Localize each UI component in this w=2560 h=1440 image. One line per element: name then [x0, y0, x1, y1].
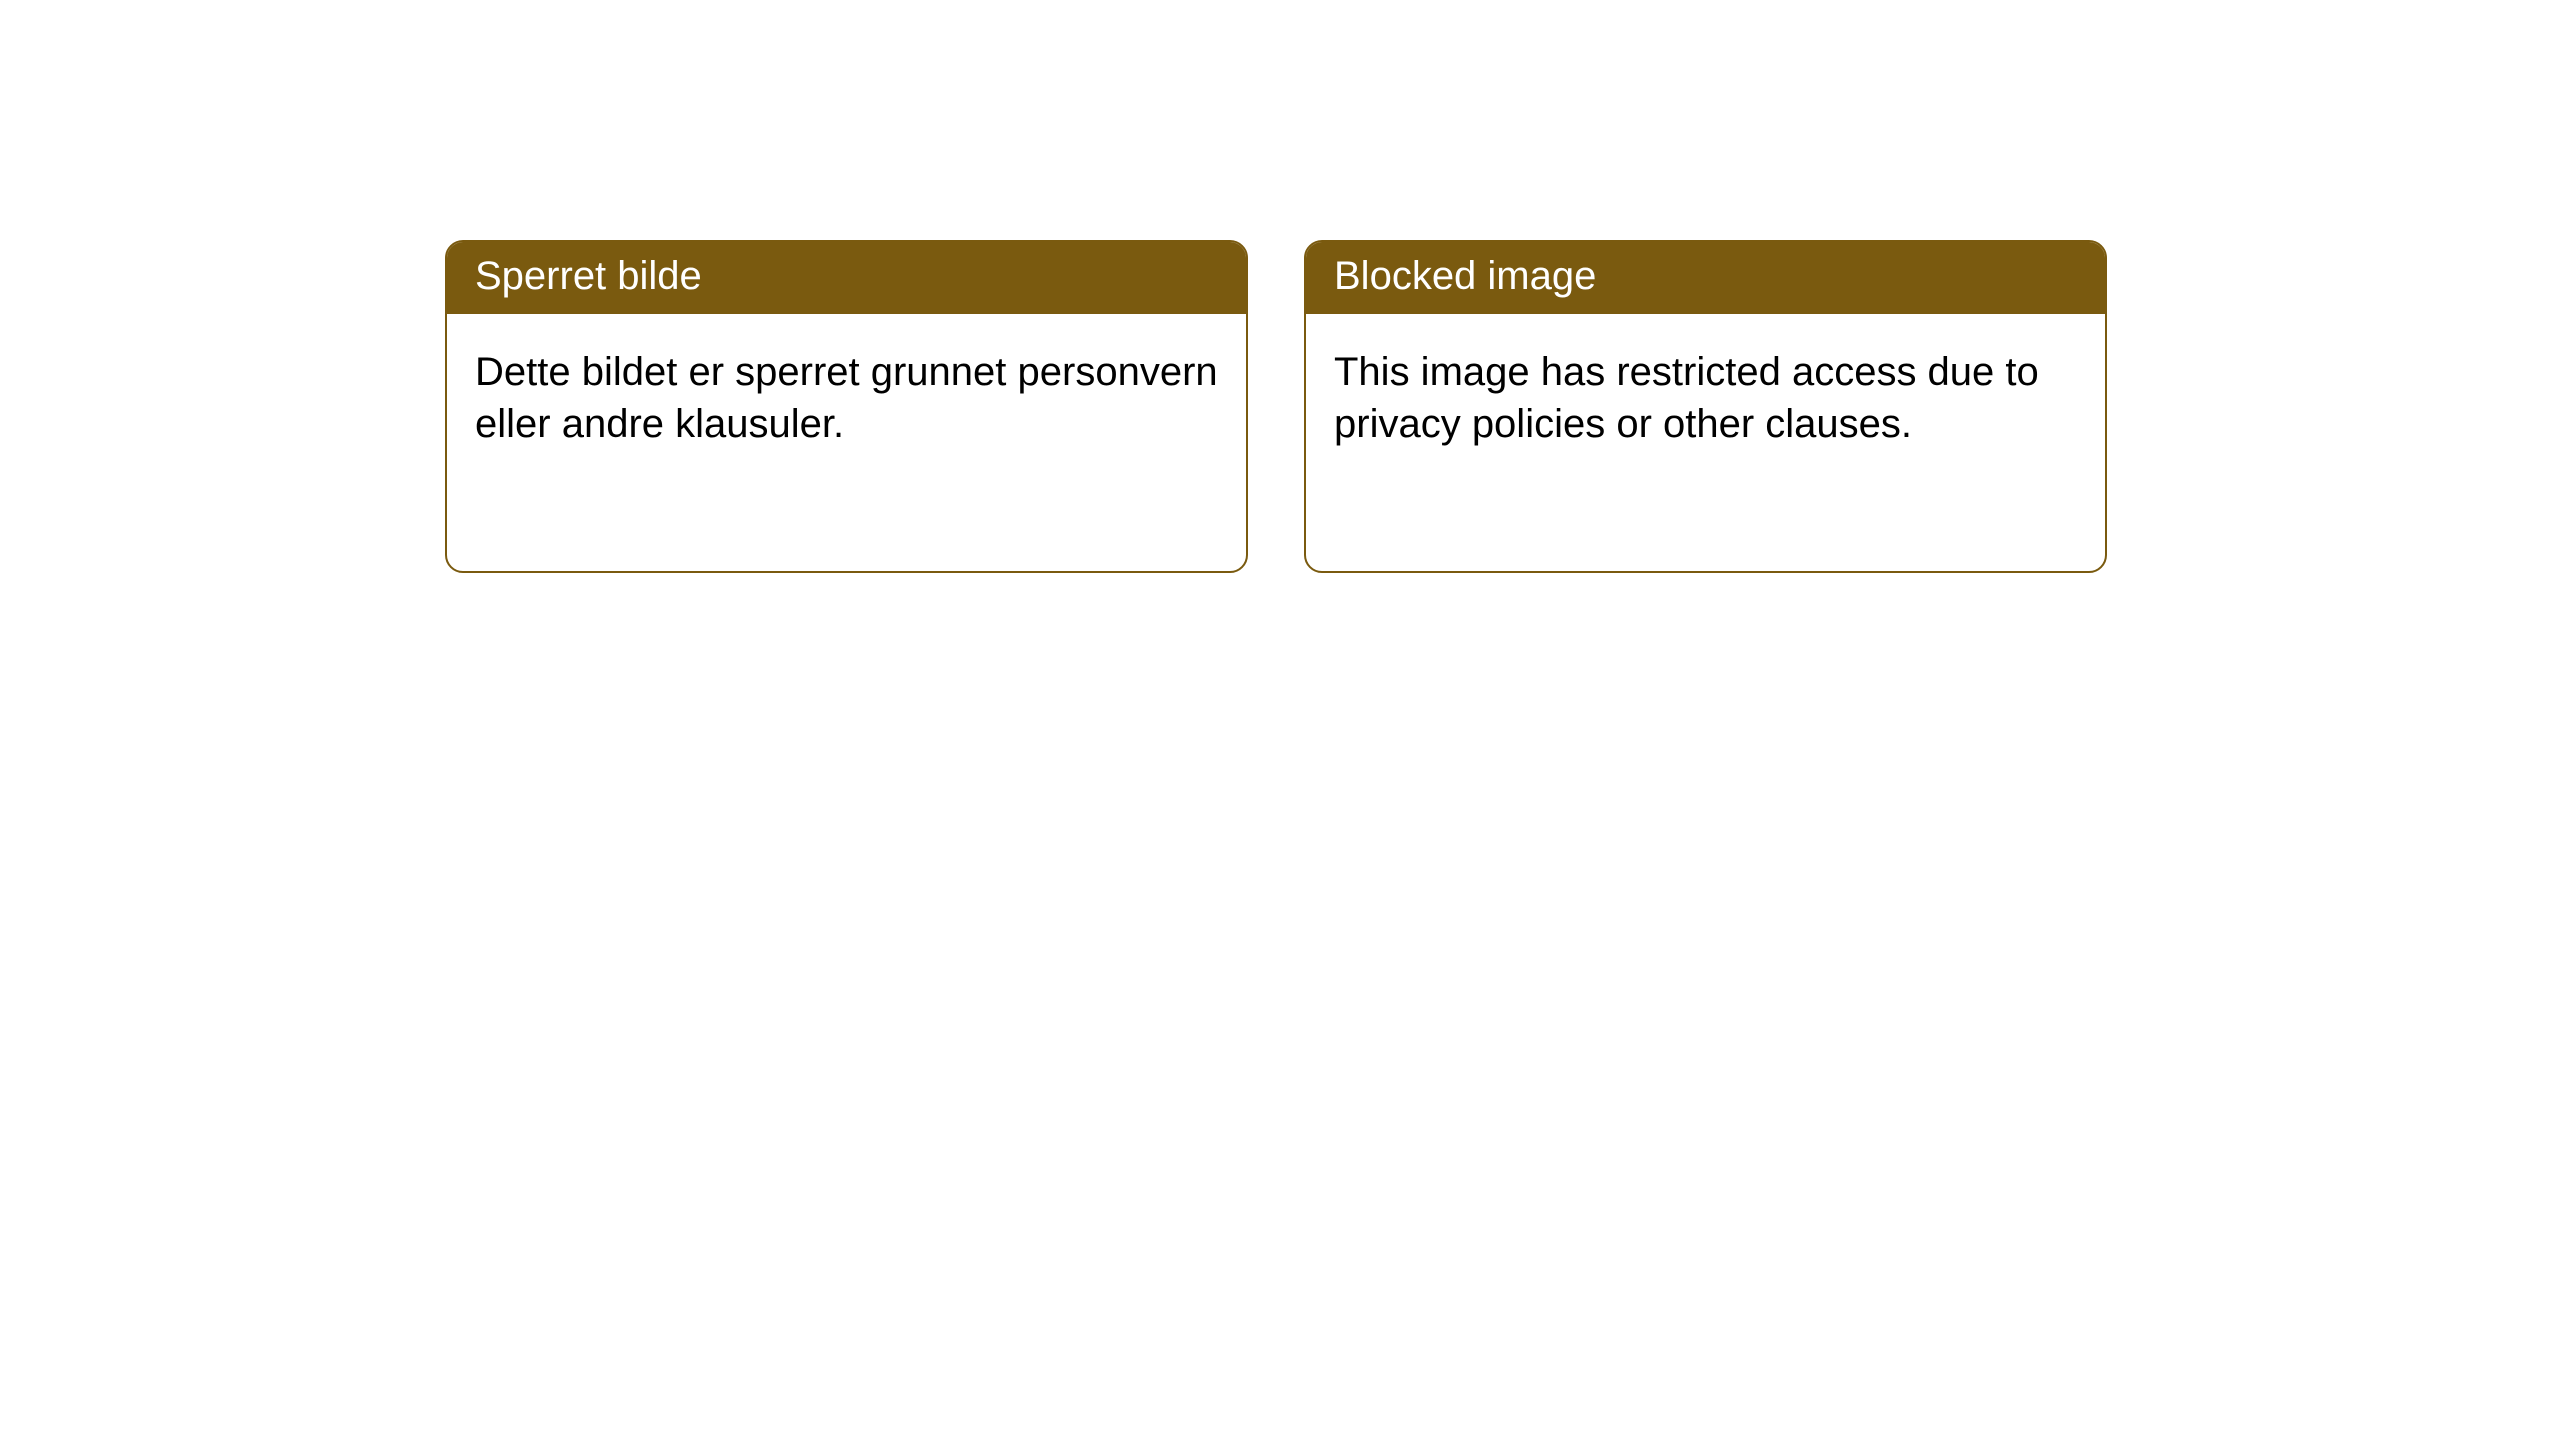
notice-body: Dette bildet er sperret grunnet personve…: [447, 314, 1246, 482]
notice-header: Sperret bilde: [447, 242, 1246, 314]
notice-container: Sperret bilde Dette bildet er sperret gr…: [0, 0, 2560, 573]
notice-header: Blocked image: [1306, 242, 2105, 314]
notice-body: This image has restricted access due to …: [1306, 314, 2105, 482]
notice-card-norwegian: Sperret bilde Dette bildet er sperret gr…: [445, 240, 1248, 573]
notice-card-english: Blocked image This image has restricted …: [1304, 240, 2107, 573]
